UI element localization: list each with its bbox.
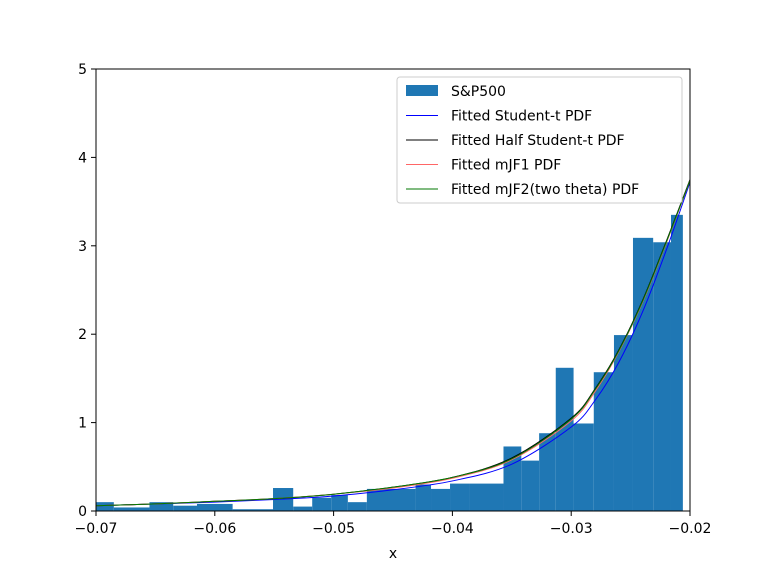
x-tick-label: −0.04 bbox=[431, 521, 474, 537]
histogram-bar bbox=[653, 242, 671, 511]
histogram-bar bbox=[573, 423, 594, 511]
y-tick-label: 1 bbox=[78, 416, 87, 432]
histogram-bar bbox=[503, 446, 522, 511]
histogram-bars bbox=[96, 214, 683, 512]
histogram-bar bbox=[196, 503, 233, 511]
histogram-bar bbox=[670, 214, 683, 512]
histogram-bar bbox=[312, 497, 332, 511]
histogram-bar bbox=[613, 335, 633, 511]
legend-label: Fitted Student-t PDF bbox=[451, 109, 592, 125]
x-tick-label: −0.05 bbox=[312, 521, 355, 537]
legend-label: S&P500 bbox=[451, 84, 506, 100]
histogram-bar bbox=[593, 372, 614, 511]
legend: S&P500 Fitted Student-t PDF Fitted Half St… bbox=[396, 76, 683, 204]
histogram-bar bbox=[521, 460, 540, 511]
x-axis-ticks: −0.07 −0.06 −0.05 −0.04 −0.03 −0.02 bbox=[75, 511, 712, 537]
histogram-bar bbox=[555, 367, 574, 511]
x-tick-label: −0.06 bbox=[193, 521, 236, 537]
legend-label: Fitted mJF1 PDF bbox=[451, 158, 561, 174]
histogram-bar bbox=[415, 484, 432, 511]
histogram-bar bbox=[232, 509, 274, 511]
histogram-bar bbox=[431, 488, 451, 511]
plot-frame bbox=[95, 68, 691, 512]
histogram-bar bbox=[113, 507, 150, 511]
histogram-bar bbox=[173, 505, 197, 511]
y-tick-label: 3 bbox=[78, 239, 87, 255]
histogram-bar bbox=[450, 483, 470, 511]
x-tick-label: −0.03 bbox=[550, 521, 593, 537]
histogram-bar bbox=[469, 483, 504, 511]
legend-label: Fitted mJF2(two theta) PDF bbox=[451, 182, 639, 198]
x-axis-label: x bbox=[389, 546, 397, 562]
curve-4 bbox=[95, 180, 691, 507]
histogram-bar bbox=[149, 502, 174, 511]
y-tick-label: 4 bbox=[78, 150, 87, 166]
legend-swatch bbox=[406, 85, 438, 96]
y-tick-label: 0 bbox=[78, 504, 87, 520]
histogram-bar bbox=[347, 502, 367, 511]
x-tick-label: −0.02 bbox=[669, 521, 712, 537]
legend-label: Fitted Half Student-t PDF bbox=[451, 133, 625, 149]
histogram-bar bbox=[632, 237, 654, 511]
histogram-bar bbox=[331, 495, 348, 511]
x-tick-label: −0.07 bbox=[75, 521, 118, 537]
fitted-curves bbox=[95, 179, 691, 507]
legend-box bbox=[396, 76, 683, 204]
histogram-bar bbox=[539, 433, 556, 511]
y-axis-ticks: 0 1 2 3 4 5 bbox=[78, 62, 96, 520]
histogram-bar bbox=[366, 488, 416, 511]
curve-1 bbox=[95, 181, 691, 507]
y-tick-label: 2 bbox=[78, 327, 87, 343]
histogram-bar bbox=[293, 506, 313, 511]
histogram-bar bbox=[96, 502, 114, 511]
y-tick-label: 5 bbox=[78, 62, 87, 78]
